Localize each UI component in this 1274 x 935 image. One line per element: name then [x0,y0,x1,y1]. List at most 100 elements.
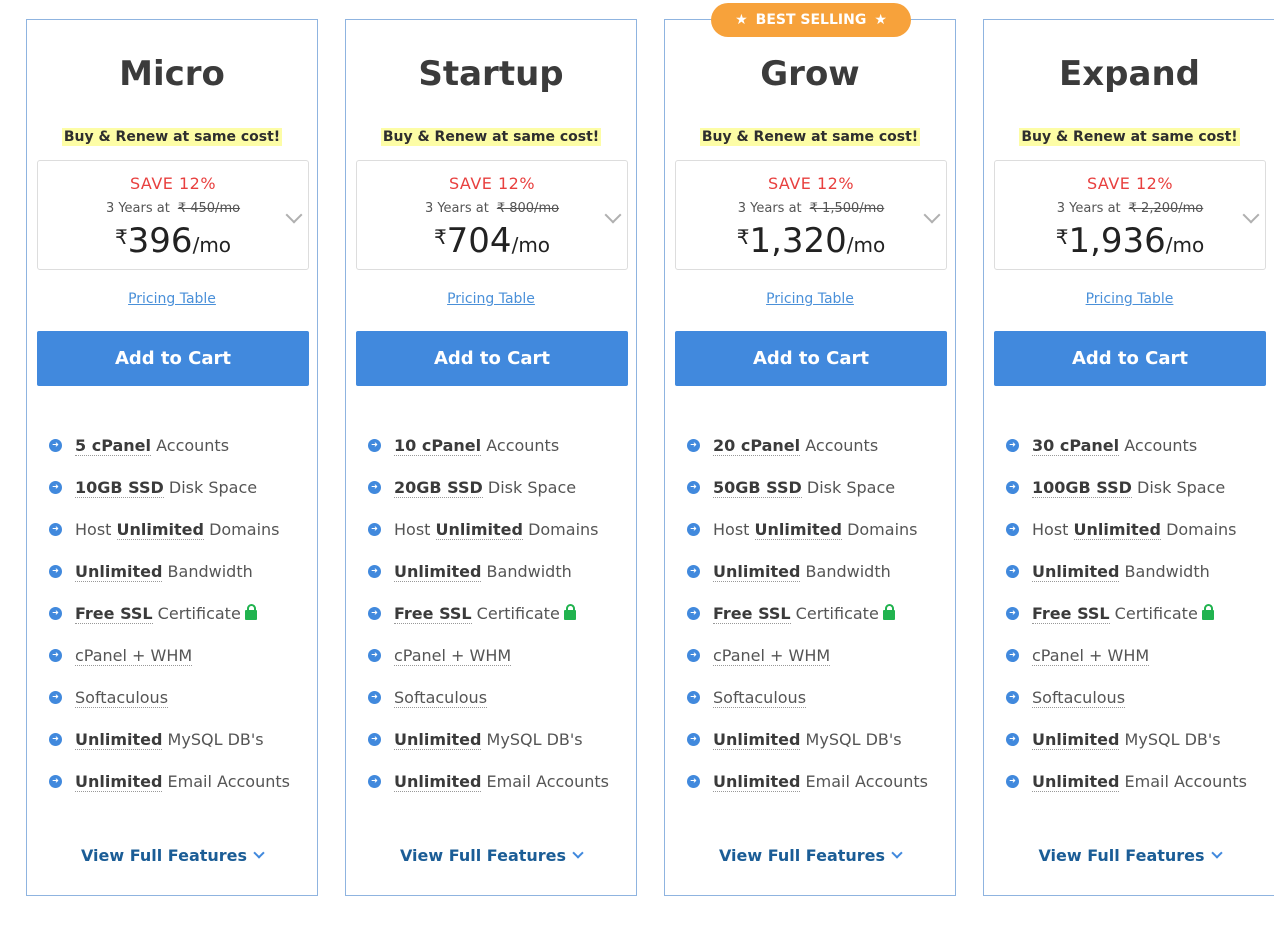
feature-highlight[interactable]: Free SSL [1032,603,1110,624]
feature-text: Certificate [1109,603,1198,623]
feature-text: Disk Space [1131,477,1226,497]
arrow-circle-icon [1006,438,1019,452]
promo-text: Buy & Renew at same cost! [61,128,283,146]
feature-item: 10 cPanel Accounts [368,424,609,466]
pricing-table-link[interactable]: Pricing Table [1085,291,1174,307]
feature-item: Unlimited MySQL DB's [368,718,609,760]
feature-highlight[interactable]: Free SSL [75,603,153,624]
star-icon: ★ [735,12,748,28]
add-to-cart-button[interactable]: Add to Cart [994,331,1266,386]
star-icon: ★ [874,12,887,28]
feature-highlight[interactable]: Unlimited [1032,771,1120,792]
feature-item: Unlimited MySQL DB's [687,718,928,760]
feature-item: Free SSL Certificate [368,592,609,634]
view-full-features-link[interactable]: View Full Features [346,846,636,865]
add-to-cart-button[interactable]: Add to Cart [356,331,628,386]
lock-icon [563,604,576,620]
feature-text: MySQL DB's [162,729,264,749]
arrow-circle-icon [687,438,700,452]
feature-highlight[interactable]: Unlimited [713,771,801,792]
feature-highlight[interactable]: 20GB SSD [394,477,483,498]
feature-highlight[interactable]: 100GB SSD [1032,477,1132,498]
term-selector[interactable]: SAVE 12% 3 Years at ₹ 800/mo ₹704/mo [356,160,628,270]
feature-highlight[interactable]: cPanel + WHM [394,645,512,666]
feature-text: Email Accounts [162,771,290,791]
feature-highlight[interactable]: Unlimited [713,729,801,750]
feature-item: 100GB SSD Disk Space [1006,466,1247,508]
feature-highlight[interactable]: Unlimited [754,519,842,540]
arrow-circle-icon [368,480,381,494]
feature-highlight[interactable]: cPanel + WHM [75,645,193,666]
add-to-cart-button[interactable]: Add to Cart [675,331,947,386]
price-amount: 396 [127,221,193,261]
arrow-circle-icon [1006,564,1019,578]
feature-highlight[interactable]: Unlimited [1032,729,1120,750]
arrow-circle-icon [49,438,62,452]
feature-item: Softaculous [1006,676,1247,718]
feature-text: Disk Space [163,477,258,497]
price-amount: 704 [446,221,512,261]
term-selector[interactable]: SAVE 12% 3 Years at ₹ 1,500/mo ₹1,320/mo [675,160,947,270]
lock-icon [244,604,257,620]
feature-text: Host [1032,519,1074,539]
feature-highlight[interactable]: Softaculous [75,687,169,708]
feature-highlight[interactable]: Softaculous [1032,687,1126,708]
feature-highlight[interactable]: Free SSL [713,603,791,624]
term-selector[interactable]: SAVE 12% 3 Years at ₹ 450/mo ₹396/mo [37,160,309,270]
feature-highlight[interactable]: Unlimited [116,519,204,540]
feature-highlight[interactable]: Unlimited [713,561,801,582]
feature-text: MySQL DB's [481,729,583,749]
feature-highlight[interactable]: 10GB SSD [75,477,164,498]
feature-highlight[interactable]: Unlimited [394,771,482,792]
feature-text: Accounts [481,435,560,455]
arrow-circle-icon [1006,690,1019,704]
feature-highlight[interactable]: Unlimited [75,729,163,750]
feature-highlight[interactable]: Softaculous [713,687,807,708]
feature-highlight[interactable]: 20 cPanel [713,435,801,456]
view-full-features-link[interactable]: View Full Features [27,846,317,865]
feature-highlight[interactable]: Unlimited [75,771,163,792]
feature-highlight[interactable]: 5 cPanel [75,435,152,456]
lock-icon [1201,604,1214,620]
feature-highlight[interactable]: Unlimited [394,729,482,750]
feature-text: Bandwidth [481,561,572,581]
feature-highlight[interactable]: cPanel + WHM [1032,645,1150,666]
best-selling-badge: ★ BEST SELLING ★ [711,3,911,37]
pricing-table-link[interactable]: Pricing Table [447,291,535,307]
feature-text: Accounts [151,435,230,455]
view-full-features-link[interactable]: View Full Features [984,846,1274,865]
term-line: 3 Years at ₹ 450/mo [38,201,308,216]
chevron-down-icon [572,847,584,859]
feature-highlight[interactable]: Unlimited [394,561,482,582]
feature-highlight[interactable]: 30 cPanel [1032,435,1120,456]
plan-card-grow: ★ BEST SELLING ★ Grow Buy & Renew at same … [664,3,956,896]
pricing-table-link[interactable]: Pricing Table [766,291,854,307]
arrow-circle-icon [687,480,700,494]
feature-text: MySQL DB's [800,729,902,749]
promo-text: Buy & Renew at same cost! [699,128,921,146]
feature-highlight[interactable]: cPanel + WHM [713,645,831,666]
price: ₹1,936/mo [995,221,1265,261]
feature-highlight[interactable]: Softaculous [394,687,488,708]
feature-item: Host Unlimited Domains [368,508,609,550]
add-to-cart-button[interactable]: Add to Cart [37,331,309,386]
feature-highlight[interactable]: Unlimited [1073,519,1161,540]
chevron-down-icon [253,847,265,859]
feature-highlight[interactable]: Unlimited [435,519,523,540]
arrow-circle-icon [368,648,381,662]
view-full-features-link[interactable]: View Full Features [665,846,955,865]
feature-highlight[interactable]: 50GB SSD [713,477,802,498]
arrow-circle-icon [687,606,700,620]
term-selector[interactable]: SAVE 12% 3 Years at ₹ 2,200/mo ₹1,936/mo [994,160,1266,270]
feature-highlight[interactable]: Unlimited [1032,561,1120,582]
pricing-table-link[interactable]: Pricing Table [128,291,216,307]
feature-highlight[interactable]: Unlimited [75,561,163,582]
feature-highlight[interactable]: Free SSL [394,603,472,624]
price-period: /mo [511,233,551,257]
arrow-circle-icon [49,648,62,662]
feature-highlight[interactable]: 10 cPanel [394,435,482,456]
feature-item: Unlimited Email Accounts [49,760,290,802]
feature-text: Certificate [471,603,560,623]
feature-item: Unlimited Bandwidth [1006,550,1247,592]
arrow-circle-icon [49,480,62,494]
